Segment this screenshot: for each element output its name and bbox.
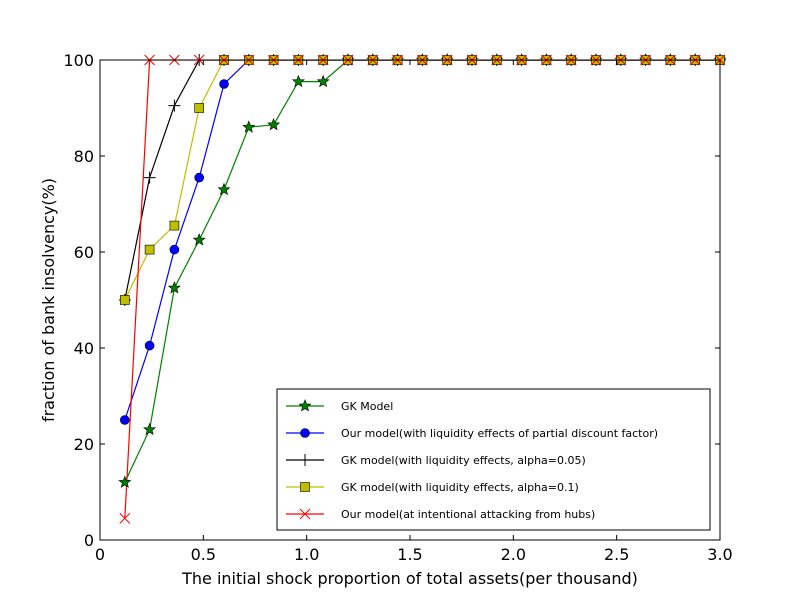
data-point: [316, 74, 330, 88]
x-tick-label: 0.5: [191, 545, 216, 564]
y-tick-label: 80: [74, 147, 94, 166]
y-tick-label: 20: [74, 435, 94, 454]
legend-label: GK model(with liquidity effects, alpha=0…: [341, 481, 579, 494]
legend-marker: [300, 428, 310, 438]
data-point: [120, 295, 130, 305]
legend-marker: [300, 482, 310, 492]
data-point: [167, 281, 181, 294]
data-point: [144, 244, 155, 255]
series-line: [124, 60, 720, 421]
x-tick-label: 2.0: [501, 545, 526, 564]
data-point: [194, 172, 204, 183]
data-point: [119, 513, 131, 524]
series-line: [124, 60, 720, 301]
x-tick-label: 1.0: [294, 545, 319, 564]
data-point: [118, 475, 132, 488]
data-point: [144, 340, 155, 351]
x-axis-label: The initial shock proportion of total as…: [181, 569, 638, 588]
data-point: [143, 422, 157, 436]
data-point: [143, 171, 156, 184]
x-tick-label: 1.5: [397, 545, 422, 564]
y-tick-label: 60: [74, 243, 94, 262]
y-tick-label: 0: [84, 531, 94, 550]
data-point: [168, 99, 181, 112]
data-point: [169, 220, 180, 231]
data-point: [219, 79, 229, 89]
x-tick-label: 2.5: [604, 545, 629, 564]
y-tick-label: 40: [74, 339, 94, 358]
data-point: [217, 182, 231, 196]
data-point: [291, 74, 305, 88]
legend-box: [276, 388, 711, 531]
legend-label: Our model(with liquidity effects of part…: [341, 427, 658, 440]
series-line: [124, 60, 720, 301]
x-tick-label: 0: [95, 545, 105, 564]
legend-label: GK Model: [341, 400, 393, 413]
data-point: [192, 233, 206, 246]
legend-marker: [298, 399, 312, 412]
data-point: [169, 244, 180, 255]
data-point: [194, 103, 204, 113]
y-tick-label: 100: [63, 51, 94, 70]
ticks-layer: 0 0.5 1.0 1.5 2.0 2.5 3.0 0 20 40 60 80 100: [63, 51, 732, 564]
data-point: [120, 415, 130, 425]
y-axis-label: fraction of bank insolvency(%): [39, 178, 58, 422]
legend: GK Model Our model(with liquidity effects…: [276, 388, 711, 531]
legend-marker: [299, 508, 311, 520]
x-tick-label: 3.0: [707, 545, 732, 564]
legend-label: Our model(at intentional attacking from …: [341, 508, 595, 521]
data-point: [242, 120, 256, 133]
legend-label: GK model(with liquidity effects, alpha=0…: [341, 454, 586, 467]
legend-marker: [299, 454, 311, 466]
data-point: [267, 117, 281, 131]
